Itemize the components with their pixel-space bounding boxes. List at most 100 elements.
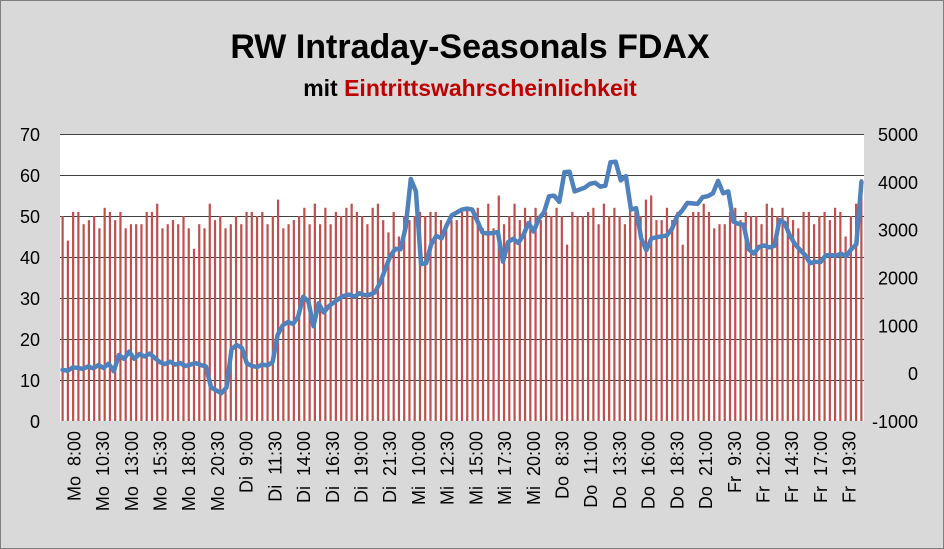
bar	[597, 224, 600, 421]
bar	[77, 211, 80, 421]
bar	[124, 228, 127, 421]
bar	[718, 224, 721, 421]
bar	[392, 211, 395, 421]
bar	[849, 216, 852, 421]
bar	[581, 216, 584, 421]
bar	[150, 211, 154, 421]
x-tick-label: Do 16:00	[639, 431, 659, 509]
x-tick-label: Di 11:30	[265, 431, 285, 502]
bar	[576, 216, 579, 421]
line-series	[60, 159, 864, 396]
x-tick-label: Mo 15:30	[151, 431, 171, 511]
chart-subtitle-prefix: mit	[303, 75, 344, 101]
bar	[723, 224, 726, 421]
bar	[213, 220, 217, 421]
bar	[98, 228, 101, 421]
x-tick-label: Fr 12:00	[754, 431, 774, 503]
bar	[839, 211, 842, 421]
x-tick-label: Do 18:30	[667, 431, 687, 509]
y-left-tick-label: 10	[20, 371, 40, 391]
bar	[72, 211, 75, 421]
bar	[544, 211, 548, 421]
bar	[550, 216, 553, 421]
bar	[518, 220, 521, 421]
bar	[266, 224, 269, 421]
bar	[450, 220, 453, 421]
y-right-tick-label: -1000	[872, 412, 918, 432]
y-left-tick-label: 50	[20, 207, 40, 227]
bar	[555, 207, 558, 421]
y-right-tick-label: 3000	[878, 221, 918, 241]
bar	[833, 207, 837, 421]
bar	[187, 228, 190, 421]
bar	[82, 224, 85, 421]
bar	[361, 216, 364, 421]
bar	[319, 224, 322, 421]
x-tick-label: Mi 15:00	[466, 431, 486, 505]
bar	[860, 179, 863, 421]
bar	[807, 211, 810, 421]
bar	[571, 211, 574, 421]
bar	[823, 211, 826, 421]
bar	[618, 216, 621, 421]
bar	[413, 216, 416, 421]
x-axis: Mo 8:00 Mo 10:30 Mo 13:00 Mo 15:30 Mo 18:00 M…	[64, 431, 859, 511]
bar	[66, 240, 69, 421]
bar	[418, 211, 422, 421]
bar	[171, 220, 175, 421]
bar	[61, 216, 64, 421]
y-right-tick-label: 4000	[878, 173, 918, 193]
bar	[734, 207, 737, 421]
bar	[135, 224, 138, 421]
y-right-tick-label: 1000	[878, 316, 918, 336]
bar	[234, 216, 238, 421]
x-tick-label: Do 11:00	[581, 431, 601, 508]
bar	[229, 224, 232, 421]
bar	[502, 224, 506, 421]
bar	[355, 211, 359, 421]
bar	[770, 207, 774, 421]
bar	[366, 224, 369, 421]
bar	[397, 236, 401, 421]
x-tick-label: Di 9:00	[237, 431, 257, 493]
bar	[634, 211, 637, 421]
bar	[702, 203, 705, 421]
bar	[156, 203, 159, 421]
bar	[492, 228, 495, 421]
bar	[166, 224, 169, 421]
x-tick-label: Do 21:00	[696, 431, 716, 509]
bar	[208, 203, 211, 421]
bar	[797, 228, 800, 421]
y-left-tick-label: 70	[20, 125, 40, 145]
bar	[529, 216, 532, 421]
bar	[650, 195, 653, 421]
bar	[376, 203, 380, 421]
bar-series	[61, 179, 863, 421]
y-left-tick-label: 40	[20, 248, 40, 268]
bar	[692, 211, 695, 421]
bar	[466, 207, 469, 421]
x-tick-label: Mo 20:30	[208, 431, 228, 511]
y-right-tick-label: 0	[908, 364, 918, 384]
bar	[671, 220, 674, 421]
bar	[644, 199, 648, 421]
bar	[182, 216, 185, 421]
bar	[303, 207, 306, 421]
bar	[324, 207, 327, 421]
bar	[613, 207, 616, 421]
bar	[145, 211, 148, 421]
bar	[744, 211, 747, 421]
bar	[108, 211, 112, 421]
chart-title: RW Intraday-Seasonals FDAX	[230, 28, 710, 66]
bar	[665, 207, 669, 421]
y-axis-right: -1000 0 1000 2000 3000 4000 5000	[872, 125, 918, 432]
bar	[739, 220, 742, 421]
bar	[261, 211, 264, 421]
x-tick-label: Fr 9:30	[725, 431, 745, 493]
bar	[240, 224, 243, 421]
bar	[250, 211, 253, 421]
bar	[539, 220, 542, 421]
bar	[765, 203, 768, 421]
y-right-tick-label: 2000	[878, 269, 918, 289]
